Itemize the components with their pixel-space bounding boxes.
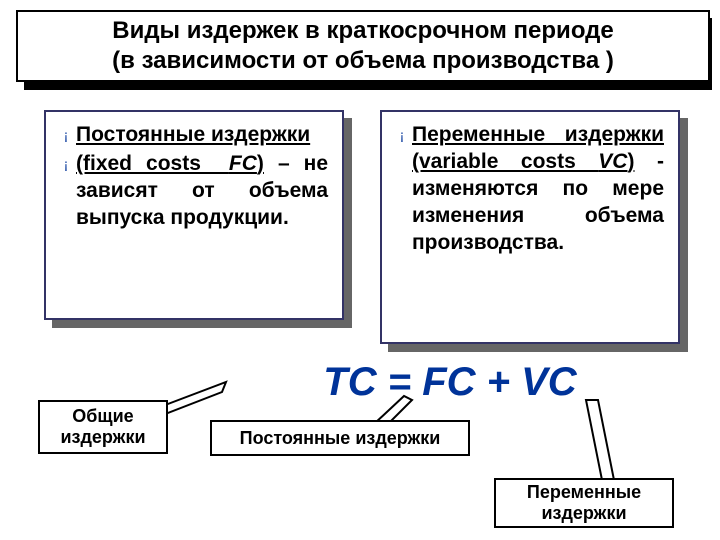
bullet-icon: ¡	[392, 122, 412, 143]
bullet-icon: ¡	[56, 122, 76, 143]
left-bullet-1-text: Постоянные издержки	[76, 122, 328, 149]
pointer-vc	[580, 398, 630, 488]
left-bullet-1: ¡ Постоянные издержки	[56, 122, 328, 149]
callout-tc: Общие издержки	[38, 400, 168, 454]
left-box: ¡ Постоянные издержки ¡ (fixed costs FC)…	[44, 110, 344, 320]
bullet-icon: ¡	[56, 151, 76, 172]
right-box: ¡ Переменные издержки (variable costs VC…	[380, 110, 680, 344]
title-line-2: (в зависимости от объема производства )	[112, 46, 614, 76]
right-bullet-1-text: Переменные издержки (variable costs VC) …	[412, 122, 664, 256]
left-bullet-2-text: (fixed costs FC) – не зависят от объема …	[76, 151, 328, 232]
callout-fc: Постоянные издержки	[210, 420, 470, 456]
callout-vc: Переменные издержки	[494, 478, 674, 528]
right-bullet-1: ¡ Переменные издержки (variable costs VC…	[392, 122, 664, 256]
title-line-1: Виды издержек в краткосрочном периоде	[112, 16, 614, 46]
title-box: Виды издержек в краткосрочном периоде (в…	[16, 10, 710, 82]
left-bullet-2: ¡ (fixed costs FC) – не зависят от объем…	[56, 151, 328, 232]
